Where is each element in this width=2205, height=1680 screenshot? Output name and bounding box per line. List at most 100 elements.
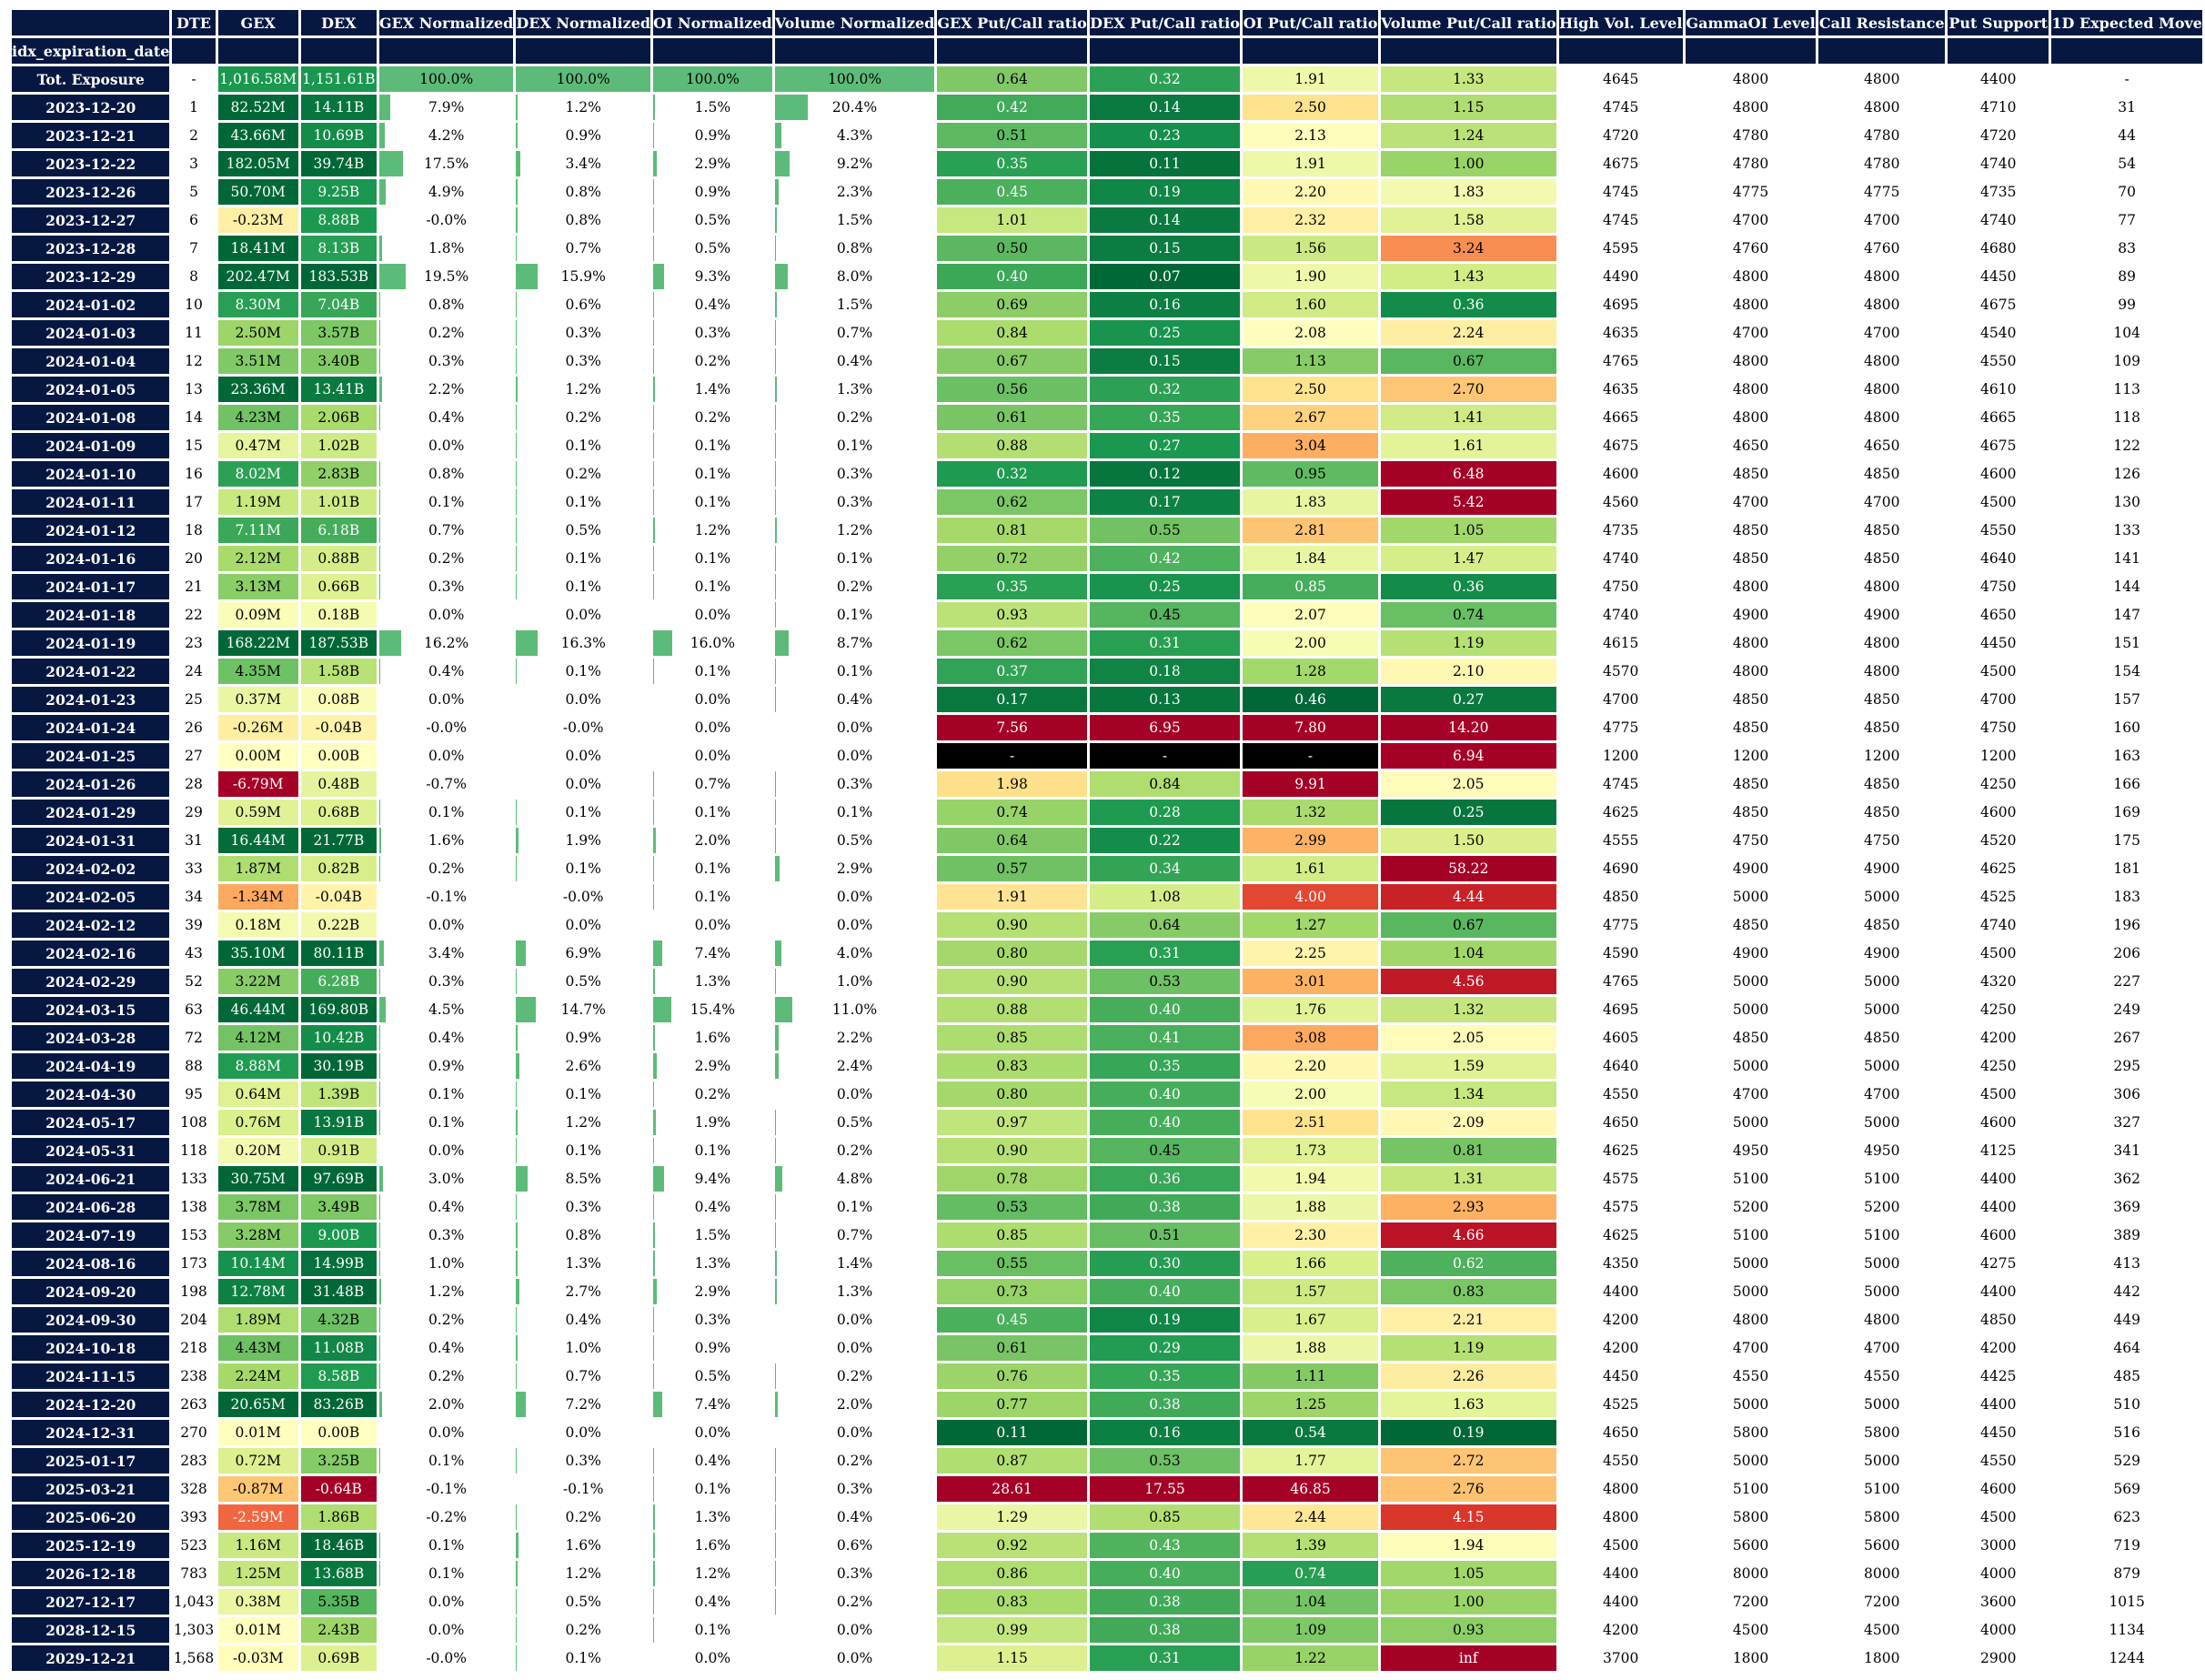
normalized-bar-cell: 0.4% bbox=[378, 1194, 513, 1220]
normalized-bar-cell: 0.0% bbox=[653, 912, 772, 938]
normalized-bar bbox=[653, 1166, 665, 1192]
gex-cell: 0.09M bbox=[217, 602, 298, 628]
normalized-bar-cell: 16.0% bbox=[653, 630, 772, 656]
ratio-cell: 0.92 bbox=[937, 1533, 1087, 1558]
value-cell: 4550 bbox=[1732, 1368, 1769, 1384]
value-cell: 181 bbox=[2113, 860, 2140, 877]
normalized-value: 15.4% bbox=[690, 1001, 735, 1018]
normalized-bar bbox=[516, 236, 518, 261]
value-cell: 5800 bbox=[1863, 1424, 1900, 1441]
value-cell: 369 bbox=[2113, 1199, 2140, 1215]
value-cell: 4450 bbox=[1979, 1424, 2017, 1441]
normalized-value: 1.9% bbox=[565, 832, 601, 849]
ratio-cell: 0.95 bbox=[1243, 461, 1378, 487]
table-row: 2024-01-18 22 0.09M 0.18B 0.0% 0.0% 0.0% 0.1% 0.… bbox=[12, 602, 2202, 628]
value-cell: 11 bbox=[185, 325, 203, 341]
normalized-bar bbox=[774, 1279, 777, 1304]
value-cell: 4650 bbox=[1732, 438, 1769, 454]
normalized-bar-cell: 0.0% bbox=[775, 1081, 935, 1107]
value-cell: 4740 bbox=[1602, 550, 1639, 567]
value-cell: 4450 bbox=[1979, 268, 2017, 285]
value-cell: 4680 bbox=[1979, 240, 2017, 257]
value-cell: 328 bbox=[180, 1481, 207, 1497]
ratio-cell: 1.88 bbox=[1243, 1335, 1378, 1361]
row-date-label: 2024-02-12 bbox=[12, 912, 170, 938]
normalized-value: 0.0% bbox=[836, 1622, 873, 1638]
normalized-bar bbox=[774, 1561, 776, 1586]
normalized-bar-cell: 7.4% bbox=[653, 941, 772, 966]
dex-cell: 1,151.61B bbox=[300, 66, 377, 92]
row-date-label: 2023-12-21 bbox=[12, 123, 170, 148]
normalized-bar-cell: 0.6% bbox=[516, 292, 650, 317]
ratio-cell: 0.67 bbox=[1380, 912, 1556, 938]
normalized-bar-cell: 0.4% bbox=[774, 687, 935, 712]
normalized-bar-cell: 8.5% bbox=[516, 1166, 650, 1192]
normalized-bar-cell: 0.2% bbox=[774, 574, 935, 599]
ratio-cell: 1.22 bbox=[1243, 1645, 1378, 1671]
table-row: 2023-12-20 1 82.52M 14.11B 7.9% 1.2% 1.5% 20.4%… bbox=[12, 95, 2202, 120]
value-cell: 29 bbox=[185, 804, 203, 820]
row-date-label: 2024-01-22 bbox=[12, 659, 170, 684]
normalized-value: 0.1% bbox=[565, 860, 601, 877]
value-cell: 442 bbox=[2113, 1283, 2140, 1300]
normalized-bar bbox=[516, 941, 526, 966]
normalized-bar-cell: 0.0% bbox=[775, 715, 935, 740]
value-cell: 166 bbox=[2113, 776, 2140, 792]
normalized-value: 2.2% bbox=[836, 1030, 873, 1046]
normalized-value: 0.0% bbox=[428, 1424, 465, 1441]
normalized-bar bbox=[516, 207, 518, 233]
value-cell: 4800 bbox=[1863, 297, 1900, 313]
value-cell: 4400 bbox=[1979, 1171, 2017, 1187]
normalized-value: -0.2% bbox=[426, 1509, 467, 1525]
normalized-bar-cell: 0.1% bbox=[516, 1645, 650, 1671]
value-cell: 4800 bbox=[1732, 578, 1769, 595]
normalized-bar-cell: 1.6% bbox=[653, 1533, 772, 1558]
dex-cell: 80.11B bbox=[300, 941, 377, 966]
normalized-value: 0.1% bbox=[694, 438, 731, 454]
row-date-label: 2024-01-16 bbox=[12, 546, 170, 571]
table-row: 2024-01-03 11 2.50M 3.57B 0.2% 0.3% 0.3% 0.7% 0.… bbox=[12, 320, 2202, 346]
normalized-bar-cell: 0.3% bbox=[378, 969, 513, 994]
header-blank bbox=[1948, 38, 2049, 64]
normalized-value: 0.1% bbox=[836, 1199, 873, 1215]
normalized-bar-cell: 0.9% bbox=[378, 1053, 513, 1079]
dex-cell: 1.86B bbox=[300, 1504, 377, 1530]
ratio-cell: 0.80 bbox=[937, 941, 1087, 966]
value-cell: 267 bbox=[2113, 1030, 2140, 1046]
normalized-bar bbox=[653, 1025, 656, 1051]
normalized-bar bbox=[774, 461, 776, 487]
value-cell: 4800 bbox=[1863, 578, 1900, 595]
normalized-bar bbox=[653, 236, 654, 261]
value-cell: 4900 bbox=[1863, 945, 1900, 961]
normalized-value: 0.3% bbox=[836, 1481, 873, 1497]
value-cell: 1,303 bbox=[173, 1622, 215, 1638]
normalized-bar-cell: 1.3% bbox=[653, 1251, 772, 1276]
normalized-bar-cell: 1.3% bbox=[774, 1279, 935, 1304]
value-cell: 4000 bbox=[1979, 1622, 2017, 1638]
normalized-value: 1.5% bbox=[836, 297, 873, 313]
normalized-value: 1.3% bbox=[694, 1255, 731, 1272]
normalized-value: 1.2% bbox=[565, 1565, 601, 1582]
normalized-value: 2.4% bbox=[836, 1058, 873, 1074]
value-cell: 4900 bbox=[1732, 860, 1769, 877]
value-cell: 306 bbox=[2113, 1086, 2140, 1102]
normalized-value: 4.2% bbox=[428, 127, 465, 144]
value-cell: 4125 bbox=[1979, 1142, 2017, 1159]
gex-cell: 3.51M bbox=[217, 348, 298, 374]
value-cell: 4720 bbox=[1979, 127, 2017, 144]
row-date-label: 2023-12-20 bbox=[12, 95, 170, 120]
table-row: 2024-10-18 218 4.43M 11.08B 0.4% 1.0% 0.9% 0.0%… bbox=[12, 1335, 2202, 1361]
value-cell: 510 bbox=[2113, 1396, 2140, 1413]
normalized-bar bbox=[774, 207, 778, 233]
ratio-cell: 2.50 bbox=[1243, 377, 1378, 402]
value-cell: 4700 bbox=[1863, 1340, 1900, 1356]
normalized-bar-cell: 1.2% bbox=[516, 1110, 650, 1135]
ratio-cell: 0.38 bbox=[1089, 1589, 1241, 1615]
normalized-value: 1.2% bbox=[565, 381, 601, 397]
normalized-bar bbox=[378, 997, 386, 1022]
normalized-value: 0.5% bbox=[565, 973, 601, 990]
dex-cell: 13.91B bbox=[300, 1110, 377, 1135]
normalized-value: 2.0% bbox=[836, 1396, 873, 1413]
normalized-bar bbox=[653, 630, 672, 656]
dex-cell: 10.69B bbox=[300, 123, 377, 148]
